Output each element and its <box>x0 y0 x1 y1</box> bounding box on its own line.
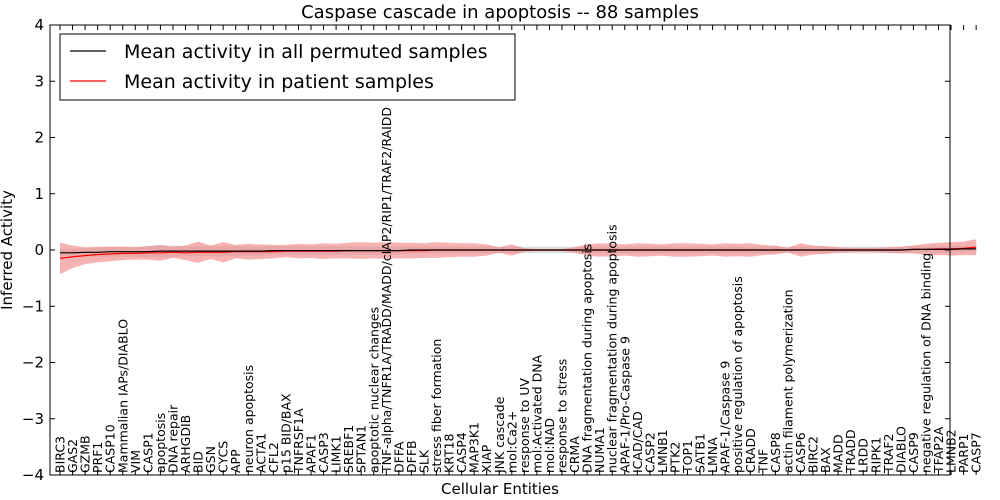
y-tick-label: −4 <box>22 466 44 484</box>
x-tick-label: SPTAN1 <box>354 425 369 473</box>
x-tick-label: SATB1 <box>693 433 708 473</box>
x-tick-label: LIMK1 <box>329 435 344 473</box>
x-tick-label: TNF <box>755 449 770 474</box>
x-tick-label: PRF1 <box>90 442 105 473</box>
x-tick-label: ACTA1 <box>253 433 268 473</box>
x-tick-label: CRMA <box>567 436 582 473</box>
x-tick-label: BID <box>191 451 206 473</box>
x-tick-label: DNA repair <box>165 404 180 473</box>
x-tick-label: GAS2 <box>65 439 80 473</box>
x-tick-label: neuron apoptosis <box>241 365 256 473</box>
x-tick-label: PTK2 <box>668 442 683 473</box>
legend-box <box>59 33 516 101</box>
y-tick-label: 0 <box>34 241 44 259</box>
x-tick-label: CFL2 <box>266 442 281 473</box>
x-tick-label: BIRC2 <box>806 436 821 473</box>
x-tick-label: XIAP <box>479 444 494 473</box>
y-tick-label: 2 <box>34 129 44 147</box>
x-tick-label: apoptotic nuclear changes <box>366 307 381 473</box>
x-tick-label: Mammalian IAPs/DIABLO <box>115 319 130 473</box>
y-tick-label: 1 <box>34 185 44 203</box>
x-tick-label: nuclear fragmentation during apoptosis <box>605 224 620 473</box>
x-tick-label: BIRC3 <box>53 436 68 473</box>
x-tick-label: p15 BID/BAX <box>278 393 293 473</box>
y-tick-label: 3 <box>34 72 44 90</box>
x-tick-label: DIABLO <box>893 426 908 473</box>
confidence-bands <box>60 239 977 275</box>
x-tick-label: mol:NAD <box>542 418 557 473</box>
y-tick-label: −3 <box>22 410 44 428</box>
x-axis-label: Cellular Entities <box>441 480 559 498</box>
x-tick-label: TFAP2A <box>931 426 946 474</box>
x-tick-label: MAP3K1 <box>467 422 482 473</box>
band-patient <box>60 239 977 275</box>
x-tick-label: LMNB2 <box>944 429 959 473</box>
x-tick-label: APAF-1/Caspase 9 <box>718 361 733 473</box>
x-tick-label: mol:Ca2+ <box>504 411 519 473</box>
y-tick-label: 4 <box>34 16 44 34</box>
line-permuted <box>60 248 977 254</box>
x-tick-label: ICAD/CAD <box>630 411 645 473</box>
x-tick-label: CRADD <box>743 428 758 473</box>
x-tick-label: CASP9 <box>906 432 921 473</box>
x-tick-label: GZMB <box>78 435 93 473</box>
x-tick-label: APAF-1/Pro-Caspase 9 <box>617 336 632 473</box>
legend-label-patient: Mean activity in patient samples <box>124 71 434 93</box>
legend: Mean activity in all permuted samples Me… <box>59 33 516 101</box>
y-axis-label: Inferred Activity <box>0 190 16 310</box>
x-tick-label: CASP4 <box>454 432 469 473</box>
x-tick-label: CASP10 <box>103 424 118 473</box>
x-tick-label: negative regulation of DNA binding <box>919 253 934 473</box>
x-tick-label: SLK <box>417 449 432 473</box>
x-tick-label: response to stress <box>555 359 570 473</box>
y-tick-label: −2 <box>22 354 44 372</box>
x-tick-label: response to UV <box>517 378 532 473</box>
x-tick-label: mol:Activated DNA <box>529 354 544 473</box>
x-tick-label: NUMA1 <box>592 427 607 473</box>
x-tick-label: GSN <box>203 446 218 473</box>
x-tick-label: DFFA <box>391 441 406 473</box>
x-tick-label: TRADD <box>843 429 858 474</box>
x-tick-label: DNA fragmentation during apoptosis <box>580 244 595 473</box>
x-tick-label: LRDD <box>856 438 871 473</box>
x-tick-label: BAX <box>818 447 833 473</box>
x-tick-label: positive regulation of apoptosis <box>730 276 745 473</box>
x-tick-label: CASP3 <box>316 432 331 473</box>
x-tick-label: PARP1 <box>956 434 971 473</box>
x-tick-label: TRAF2 <box>881 433 896 474</box>
x-tick-label: APP <box>228 449 243 473</box>
x-tick-label: CYCS <box>216 441 231 473</box>
x-tick-label: LMNB1 <box>655 429 670 473</box>
y-axis-ticks: −4 −3 −2 −1 0 1 2 3 4 <box>22 16 950 484</box>
series-lines <box>59 246 977 259</box>
x-tick-label: SREBF1 <box>341 425 356 473</box>
plot-frame <box>49 24 951 476</box>
x-tick-label: APAF1 <box>304 434 319 473</box>
x-tick-label: apoptosis <box>153 413 168 473</box>
x-tick-label: CASP1 <box>140 432 155 473</box>
x-tick-label: CASP7 <box>969 432 984 473</box>
x-tick-label: TNFRSF1A <box>291 408 306 474</box>
x-tick-label: ARHGDIB <box>178 415 193 473</box>
x-tick-label: LMNA <box>705 437 720 473</box>
x-tick-label: TOP1 <box>680 440 695 474</box>
x-tick-label: JNK cascade <box>492 396 507 474</box>
x-tick-label: RIPK1 <box>868 437 883 473</box>
x-tick-label: VIM <box>128 450 143 473</box>
legend-label-permuted: Mean activity in all permuted samples <box>124 41 487 63</box>
x-tick-label: MADD <box>831 434 846 473</box>
x-tick-label: actin filament polymerization <box>780 289 795 473</box>
x-tick-label: CASP6 <box>793 432 808 473</box>
x-tick-label: KRT18 <box>442 433 457 473</box>
x-tick-label: TNF-alpha/TNFR1A/TRADD/MADD/cIAP2/RIP1/T… <box>379 107 394 474</box>
y-tick-label: −1 <box>22 297 44 315</box>
chart-title: Caspase cascade in apoptosis -- 88 sampl… <box>301 2 699 23</box>
x-tick-label: stress fiber formation <box>429 339 444 473</box>
x-tick-label: CASP2 <box>642 432 657 473</box>
x-tick-label: DFFB <box>404 440 419 473</box>
x-tick-label: CASP8 <box>768 432 783 473</box>
